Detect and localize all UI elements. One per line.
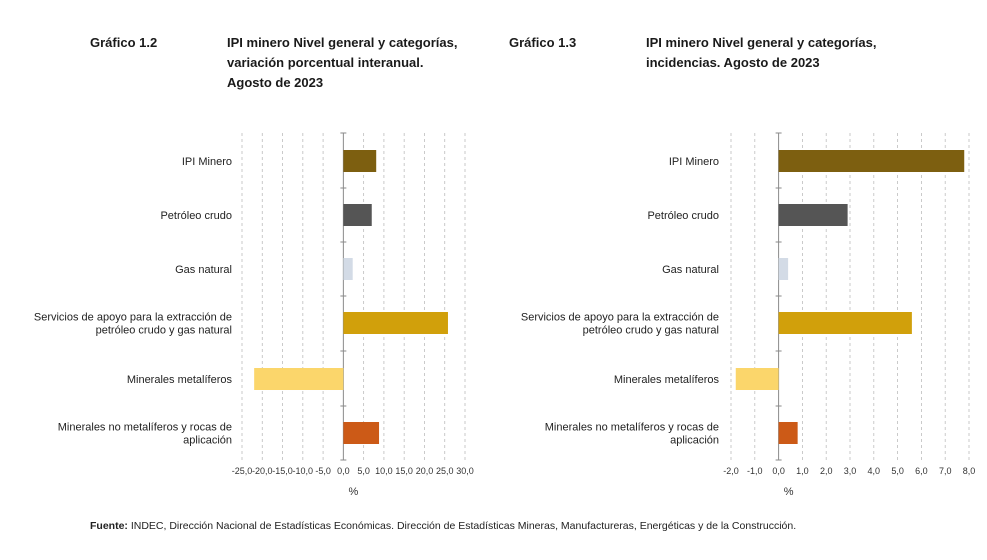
category-label: IPI Minero — [669, 156, 719, 168]
x-tick-label: -2,0 — [723, 466, 739, 476]
x-tick-label: 0,0 — [337, 466, 350, 476]
bar — [778, 258, 789, 280]
bar — [343, 312, 448, 334]
bar — [735, 368, 779, 390]
bar — [254, 368, 344, 390]
bar — [778, 422, 798, 444]
chart2-title: IPI minero Nivel general y categorías, i… — [646, 35, 877, 70]
x-tick-label: 10,0 — [375, 466, 393, 476]
chart-2: IPI Minero Petróleo crudo Gas natural Servi… — [521, 132, 976, 498]
category-label: Minerales metalíferos — [127, 374, 233, 386]
x-axis-label: % — [784, 486, 794, 498]
chart1-title: IPI minero Nivel general y categorías, v… — [227, 35, 458, 90]
x-tick-label: 6,0 — [915, 466, 928, 476]
source-footer: Fuente: INDEC, Dirección Nacional de Est… — [90, 520, 796, 532]
x-tick-label: 3,0 — [844, 466, 857, 476]
category-label: Servicios de apoyo para la extracción de… — [34, 312, 232, 337]
x-tick-label: 25,0 — [436, 466, 454, 476]
x-tick-label: -1,0 — [747, 466, 763, 476]
source-label: Fuente: — [90, 520, 128, 532]
category-label: Petróleo crudo — [647, 210, 719, 222]
charts-canvas: IPI Minero Petróleo crudo Gas natural Servi… — [34, 132, 976, 498]
x-tick-label: 8,0 — [963, 466, 976, 476]
category-label: IPI Minero — [182, 156, 232, 168]
x-tick-label: 15,0 — [395, 466, 413, 476]
x-tick-label: 5,0 — [891, 466, 904, 476]
x-tick-label: 4,0 — [868, 466, 881, 476]
bar — [343, 422, 380, 444]
category-label: Minerales no metalíferos y rocas de aplic… — [58, 422, 232, 447]
x-tick-label: -5,0 — [315, 466, 331, 476]
x-tick-label: -15,0 — [272, 466, 293, 476]
chart2-label: Gráfico 1.3 — [509, 35, 577, 50]
x-tick-label: 7,0 — [939, 466, 952, 476]
category-label: Gas natural — [175, 264, 232, 276]
bar — [778, 312, 912, 334]
x-tick-label: 1,0 — [796, 466, 809, 476]
x-tick-label: 0,0 — [772, 466, 785, 476]
bar — [343, 258, 353, 280]
x-tick-label: -10,0 — [293, 466, 314, 476]
x-tick-label: 2,0 — [820, 466, 833, 476]
category-label: Petróleo crudo — [160, 210, 232, 222]
source-text: INDEC, Dirección Nacional de Estadística… — [127, 520, 797, 532]
category-label: Servicios de apoyo para la extracción de… — [521, 312, 719, 337]
x-tick-label: 20,0 — [416, 466, 434, 476]
bar — [343, 204, 372, 226]
bar — [343, 150, 377, 172]
category-label: Minerales metalíferos — [614, 374, 720, 386]
bar — [778, 204, 848, 226]
x-axis-label: % — [348, 486, 358, 498]
x-tick-label: 5,0 — [357, 466, 370, 476]
bar — [778, 150, 965, 172]
chart-1: IPI Minero Petróleo crudo Gas natural Servi… — [34, 132, 474, 498]
x-tick-label: 30,0 — [456, 466, 474, 476]
x-tick-label: -25,0 — [232, 466, 253, 476]
chart1-label: Gráfico 1.2 — [90, 35, 158, 50]
category-label: Minerales no metalíferos y rocas de aplic… — [545, 422, 719, 447]
category-label: Gas natural — [662, 264, 719, 276]
x-tick-label: -20,0 — [252, 466, 273, 476]
